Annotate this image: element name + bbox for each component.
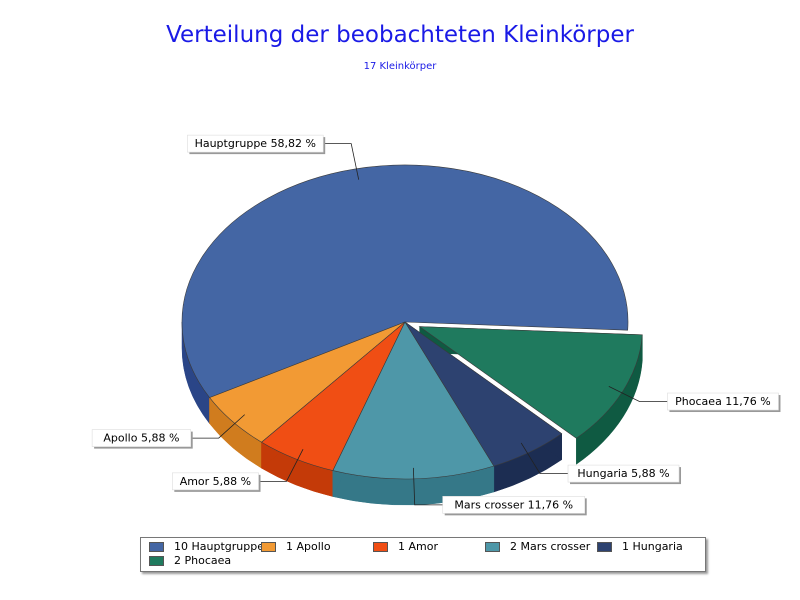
legend-item-amor: 1 Amor — [373, 540, 438, 553]
legend-label-amor: 1 Amor — [398, 540, 438, 553]
pie-slice-phocaea — [418, 326, 643, 439]
chart-legend: 10 Hauptgruppe 1 Apollo 1 Amor 2 Mars cross… — [140, 537, 706, 572]
legend-swatch-hungaria — [597, 541, 612, 552]
legend-swatch-phocaea — [149, 555, 164, 566]
leader-line-mars-crosser — [412, 467, 443, 506]
legend-item-phocaea: 2 Phocaea — [149, 554, 231, 567]
leader-line-hauptgruppe — [323, 143, 360, 180]
pie-slice-hungaria — [404, 321, 563, 467]
legend-label-apollo: 1 Apollo — [286, 540, 331, 553]
pie-slice-hauptgruppe — [181, 164, 629, 398]
pie-tops — [181, 164, 643, 480]
legend-item-mars-crosser: 2 Mars crosser — [485, 540, 590, 553]
label-box-hauptgruppe — [187, 134, 324, 153]
data-label-hauptgruppe: Hauptgruppe 58,82 % — [195, 137, 316, 150]
leader-line-apollo — [190, 414, 245, 439]
legend-label-phocaea: 2 Phocaea — [174, 554, 232, 567]
data-label-mars-crosser: Mars crosser 11,76 % — [454, 498, 573, 511]
legend-item-hungaria: 1 Hungaria — [597, 540, 683, 553]
legend-label-mars-crosser: 2 Mars crosser — [510, 540, 591, 553]
legend-swatch-mars-crosser — [485, 541, 500, 552]
leader-line-hungaria — [520, 442, 569, 474]
label-box-apollo — [91, 429, 192, 447]
data-label-hungaria: Hungaria 5,88 % — [577, 467, 669, 480]
leader-line-amor — [258, 448, 304, 482]
label-box-hungaria — [567, 464, 680, 483]
legend-item-hauptgruppe: 10 Hauptgruppe — [149, 540, 264, 553]
chart-title: Verteilung der beobachteten Kleinkörper — [166, 22, 634, 48]
chart-subtitle: 17 Kleinkörper — [363, 61, 437, 72]
label-box-phocaea — [667, 392, 779, 411]
pie-labels: Hauptgruppe 58,82 % Apollo 5,88 % Amor 5,8… — [91, 134, 781, 516]
data-label-amor: Amor 5,88 % — [180, 475, 251, 488]
legend-label-hauptgruppe: 10 Hauptgruppe — [174, 540, 264, 553]
data-label-phocaea: Phocaea 11,76 % — [675, 395, 771, 408]
legend-item-apollo: 1 Apollo — [261, 540, 331, 553]
label-box-amor — [172, 472, 259, 491]
legend-swatch-apollo — [261, 541, 276, 552]
legend-swatch-hauptgruppe — [149, 541, 164, 552]
label-box-mars-crosser — [442, 496, 586, 514]
legend-label-hungaria: 1 Hungaria — [622, 540, 683, 553]
data-label-apollo: Apollo 5,88 % — [103, 432, 179, 445]
legend-swatch-amor — [373, 541, 388, 552]
leader-line-phocaea — [608, 386, 668, 402]
